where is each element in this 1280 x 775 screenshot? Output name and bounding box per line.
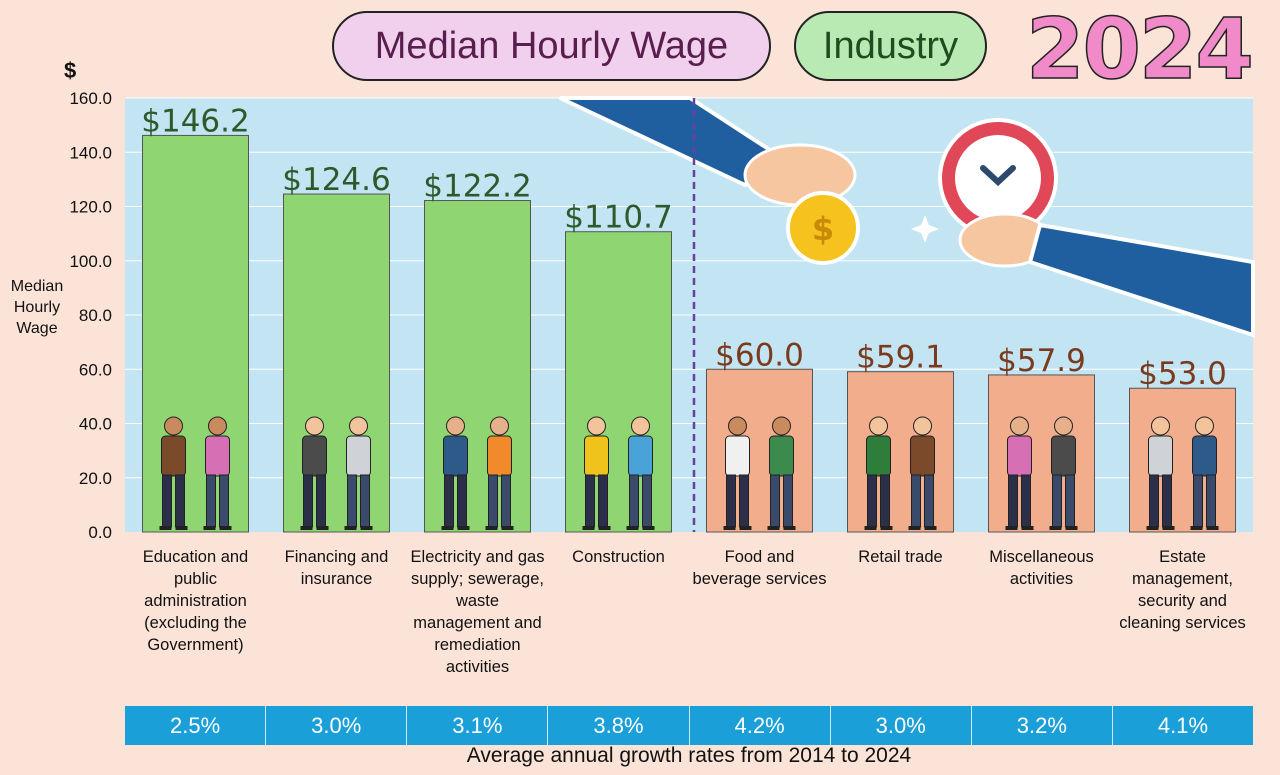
- bar-value-label: $59.1: [856, 340, 945, 376]
- y-tick-label: 100.0: [69, 252, 112, 271]
- worker-figure: [1005, 416, 1034, 530]
- worker-figure: [908, 416, 937, 530]
- category-label: Financing and insurance: [284, 548, 389, 588]
- y-tick-label: 120.0: [69, 198, 112, 217]
- year-text: 2024: [1026, 0, 1252, 88]
- category-label: Food and beverage services: [692, 548, 827, 588]
- y-tick-label: 40.0: [79, 415, 112, 434]
- bar: [1129, 387, 1236, 533]
- year-badge: 2024: [1025, 0, 1254, 88]
- currency-symbol: $: [64, 58, 77, 83]
- y-tick-label: 80.0: [79, 306, 112, 325]
- worker-figure: [864, 416, 893, 530]
- category-label: Electricity and gas supply; sewerage, wa…: [410, 548, 545, 676]
- wage-illustration: $: [559, 96, 1255, 338]
- y-tick-label: 160.0: [69, 89, 112, 108]
- y-ticks: 0.0 20.0 40.0 60.0 80.0 100.0 120.0 140.0 160.0: [69, 89, 112, 542]
- category-tag: Industry: [794, 11, 987, 81]
- bars: [142, 134, 1236, 533]
- worker-figure: [1190, 416, 1219, 530]
- bar-value-label: $53.0: [1138, 356, 1227, 392]
- bar: [847, 371, 954, 533]
- worker-figure: [203, 416, 232, 530]
- bar-value-label: $60.0: [715, 337, 804, 373]
- bar: [706, 368, 813, 533]
- bar: [424, 200, 531, 533]
- growth-rate-cell: 3.0%: [831, 706, 972, 745]
- category-label: Miscellaneous activities: [989, 548, 1094, 588]
- bar-value-label: $122.2: [423, 169, 531, 205]
- y-axis-label: Median Hourly Wage: [10, 278, 64, 337]
- worker-figure: [582, 416, 611, 530]
- bar-value-label: $57.9: [997, 343, 1086, 379]
- bar: [988, 374, 1095, 533]
- y-tick-label: 20.0: [79, 469, 112, 488]
- sparkle-icon: [911, 215, 939, 243]
- worker-figure: [485, 416, 514, 530]
- worker-figure: [626, 416, 655, 530]
- category-label: Estate management, security and cleaning…: [1119, 548, 1246, 632]
- growth-rate-cell: 3.8%: [548, 706, 690, 745]
- y-tick-label: 60.0: [79, 360, 112, 379]
- worker-figure: [1146, 416, 1175, 530]
- worker-figure: [441, 416, 470, 530]
- value-labels: $146.2 $124.6 $122.2 $110.7 $60.0 $59.1 $57.9 $…: [141, 103, 1227, 392]
- y-tick-label: 0.0: [88, 523, 112, 542]
- category-label: Education and public administration (exc…: [142, 548, 249, 654]
- bar-value-label: $110.7: [564, 200, 672, 236]
- growth-caption: Average annual growth rates from 2014 to…: [466, 744, 912, 767]
- growth-rate-cell: 3.1%: [407, 706, 549, 745]
- category-label: Construction: [572, 548, 665, 566]
- growth-rate-cell: 3.0%: [266, 706, 408, 745]
- bar: [565, 231, 672, 533]
- bar-value-label: $124.6: [282, 162, 390, 198]
- clock-hands: [980, 165, 1016, 187]
- worker-figure: [159, 416, 188, 530]
- growth-rate-cell: 2.5%: [125, 706, 267, 745]
- bar-value-label: $146.2: [141, 103, 249, 139]
- growth-rate-cell: 4.2%: [690, 706, 831, 745]
- worker-figure: [344, 416, 373, 530]
- growth-rate-strip: 2.5% 3.0% 3.1% 3.8% 4.2% 3.0% 3.2% 4.1%: [125, 706, 1253, 745]
- dollar-icon: $: [812, 210, 834, 248]
- worker-figure: [300, 416, 329, 530]
- worker-figures: [159, 416, 1219, 530]
- worker-figure: [723, 416, 752, 530]
- growth-rate-cell: 4.1%: [1157, 712, 1209, 738]
- y-tick-label: 140.0: [69, 143, 112, 162]
- bar: [142, 134, 249, 533]
- worker-figure: [767, 416, 796, 530]
- bar: [283, 193, 390, 533]
- growth-rate-cell: 3.2%: [972, 706, 1113, 745]
- coin-icon: [786, 191, 860, 265]
- worker-figure: [1049, 416, 1078, 530]
- sleeve-right: [1027, 222, 1255, 338]
- category-label: Retail trade: [858, 548, 943, 566]
- chart-title: Median Hourly Wage: [332, 11, 771, 81]
